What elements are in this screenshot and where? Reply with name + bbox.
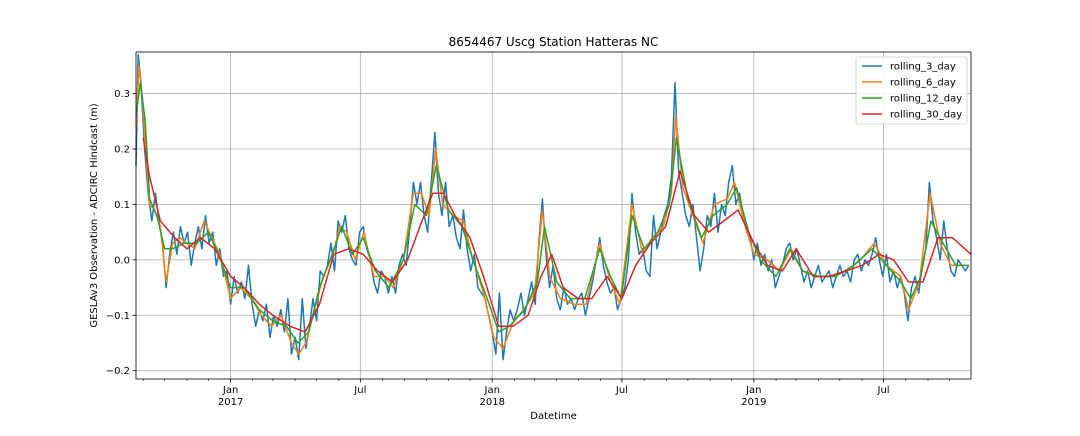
- y-tick-label: 0.2: [114, 144, 130, 155]
- legend-label-rolling_6_day: rolling_6_day: [890, 78, 956, 89]
- x-tick-label: Jan: [484, 385, 500, 396]
- x-tick-year-label: 2019: [741, 397, 766, 408]
- plot-frame: [135, 51, 972, 380]
- legend-label-rolling_30_day: rolling_30_day: [890, 110, 962, 121]
- legend: rolling_3_day rolling_6_day rolling_12_day…: [855, 56, 968, 125]
- chart-title: 8654467 Uscg Station Hatteras NC: [449, 35, 659, 49]
- y-tick-label: 0.0: [114, 255, 130, 266]
- legend-label-rolling_12_day: rolling_12_day: [890, 94, 962, 105]
- series-line-rolling_6_day: [135, 65, 969, 355]
- series-line-rolling_3_day: [135, 54, 970, 361]
- x-tick-label: Jan: [222, 385, 238, 396]
- x-tick-label: Jul: [615, 385, 628, 396]
- series-line-rolling_30_day: [142, 137, 972, 333]
- x-tick-year-label: 2017: [218, 397, 243, 408]
- y-axis-ticks: −0.2 −0.1 0.0 0.1 0.2 0.3: [106, 89, 136, 377]
- y-axis-label: GESLAv3 Observation - ADCIRC Hindcast (m…: [89, 103, 100, 327]
- y-tick-label: −0.1: [106, 311, 130, 322]
- y-tick-label: 0.3: [114, 89, 130, 100]
- y-tick-label: 0.1: [114, 200, 130, 211]
- series-lines: [135, 54, 972, 361]
- y-tick-label: −0.2: [106, 366, 130, 377]
- legend-label-rolling_3_day: rolling_3_day: [890, 62, 956, 73]
- series-line-rolling_12_day: [135, 81, 969, 344]
- grid-lines: [136, 52, 971, 379]
- legend-box: [855, 56, 968, 125]
- x-tick-year-label: 2018: [479, 397, 504, 408]
- x-axis-label: Datetime: [530, 411, 577, 422]
- x-tick-label: Jul: [877, 385, 890, 396]
- x-tick-label: Jan: [745, 385, 761, 396]
- x-tick-label: Jul: [353, 385, 366, 396]
